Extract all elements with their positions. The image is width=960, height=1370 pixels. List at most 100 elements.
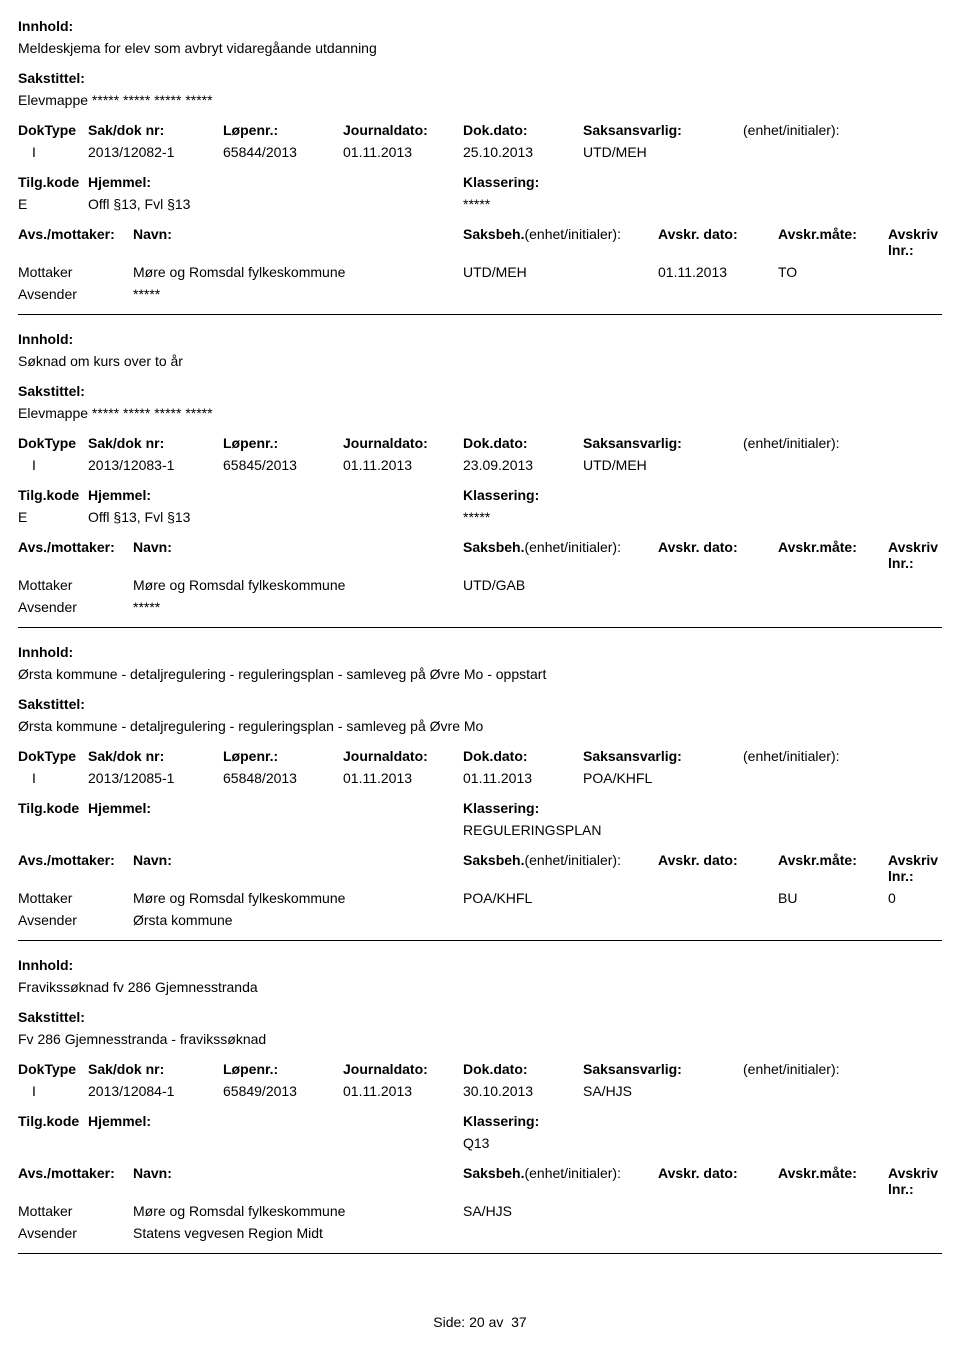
avskriv-lnr-label: Avskriv lnr.: bbox=[888, 539, 928, 571]
avskr-dato-label: Avskr. dato: bbox=[658, 226, 778, 258]
sakdok-value: 2013/12084-1 bbox=[88, 1083, 223, 1099]
klassering-label: Klassering: bbox=[463, 800, 763, 816]
lopenr-label: Løpenr.: bbox=[223, 748, 343, 764]
lopenr-value: 65844/2013 bbox=[223, 144, 343, 160]
klassering-label: Klassering: bbox=[463, 174, 763, 190]
dokdato-label: Dok.dato: bbox=[463, 122, 583, 138]
avskr-mate-label: Avskr.måte: bbox=[778, 852, 888, 884]
party-avskr-mate bbox=[778, 577, 888, 593]
party-row: MottakerMøre og Romsdal fylkeskommuneUTD… bbox=[18, 264, 942, 280]
saksbeh-enhet-label: (enhet/initialer): bbox=[524, 852, 621, 868]
avskriv-lnr-label: Avskriv lnr.: bbox=[888, 226, 928, 258]
hjemmel-label: Hjemmel: bbox=[88, 800, 463, 816]
saksbeh-enhet-label: (enhet/initialer): bbox=[524, 226, 621, 242]
saksbeh-label-text: Saksbeh. bbox=[463, 539, 524, 555]
sakstittel-label: Sakstittel: bbox=[18, 383, 942, 399]
record-separator bbox=[18, 1253, 942, 1254]
saksansvarlig-value: UTD/MEH bbox=[583, 144, 743, 160]
hjemmel-value bbox=[88, 1135, 463, 1151]
party-navn: Møre og Romsdal fylkeskommune bbox=[133, 577, 463, 593]
innhold-value: Ørsta kommune - detaljregulering - regul… bbox=[18, 666, 942, 682]
innhold-value: Fravikssøknad fv 286 Gjemnesstranda bbox=[18, 979, 942, 995]
hjemmel-label: Hjemmel: bbox=[88, 1113, 463, 1129]
page-footer: Side: 20 av 37 bbox=[18, 1314, 942, 1330]
party-avskriv-lnr: 0 bbox=[888, 890, 928, 906]
class-header-row: Tilg.kodeHjemmel:Klassering: bbox=[18, 487, 942, 503]
party-avskriv-lnr bbox=[888, 577, 928, 593]
class-value-row: Q13 bbox=[18, 1135, 942, 1151]
innhold-value: Søknad om kurs over to år bbox=[18, 353, 942, 369]
party-navn: Møre og Romsdal fylkeskommune bbox=[133, 1203, 463, 1219]
hjemmel-value: Offl §13, Fvl §13 bbox=[88, 196, 463, 212]
meta-header-row: DokTypeSak/dok nr:Løpenr.:Journaldato:Do… bbox=[18, 435, 942, 451]
klassering-label: Klassering: bbox=[463, 487, 763, 503]
party-row: Avsender***** bbox=[18, 599, 942, 615]
party-role: Avsender bbox=[18, 1225, 133, 1241]
meta-value-row: I2013/12084-165849/201301.11.201330.10.2… bbox=[18, 1083, 942, 1099]
dokdato-value: 23.09.2013 bbox=[463, 457, 583, 473]
sakdok-value: 2013/12082-1 bbox=[88, 144, 223, 160]
doktype-value: I bbox=[18, 457, 88, 473]
party-saksbeh: POA/KHFL bbox=[463, 890, 658, 906]
avskr-mate-label: Avskr.måte: bbox=[778, 1165, 888, 1197]
navn-label: Navn: bbox=[133, 852, 463, 884]
tilgkode-label: Tilg.kode bbox=[18, 487, 88, 503]
sakstittel-label: Sakstittel: bbox=[18, 1009, 942, 1025]
doktype-value: I bbox=[18, 770, 88, 786]
party-avskr-mate: TO bbox=[778, 264, 888, 280]
party-saksbeh: SA/HJS bbox=[463, 1203, 658, 1219]
hjemmel-value: Offl §13, Fvl §13 bbox=[88, 509, 463, 525]
record-separator bbox=[18, 940, 942, 941]
party-row: AvsenderØrsta kommune bbox=[18, 912, 942, 928]
journaldato-label: Journaldato: bbox=[343, 1061, 463, 1077]
class-header-row: Tilg.kodeHjemmel:Klassering: bbox=[18, 174, 942, 190]
avskr-dato-label: Avskr. dato: bbox=[658, 539, 778, 571]
avsmottaker-label: Avs./mottaker: bbox=[18, 226, 133, 258]
meta-value-row: I2013/12083-165845/201301.11.201323.09.2… bbox=[18, 457, 942, 473]
party-role: Avsender bbox=[18, 912, 133, 928]
party-navn: Statens vegvesen Region Midt bbox=[133, 1225, 463, 1241]
sakstittel-label: Sakstittel: bbox=[18, 70, 942, 86]
dokdato-value: 30.10.2013 bbox=[463, 1083, 583, 1099]
party-avskriv-lnr bbox=[888, 286, 928, 302]
party-avskr-mate bbox=[778, 1203, 888, 1219]
journaldato-label: Journaldato: bbox=[343, 435, 463, 451]
party-header-row: Avs./mottaker:Navn:Saksbeh.(enhet/initia… bbox=[18, 226, 942, 258]
journaldato-value: 01.11.2013 bbox=[343, 770, 463, 786]
party-role: Mottaker bbox=[18, 890, 133, 906]
party-avskr-mate bbox=[778, 286, 888, 302]
party-avskriv-lnr bbox=[888, 1203, 928, 1219]
party-role: Mottaker bbox=[18, 264, 133, 280]
meta-value-row: I2013/12085-165848/201301.11.201301.11.2… bbox=[18, 770, 942, 786]
doktype-value: I bbox=[18, 1083, 88, 1099]
party-role: Mottaker bbox=[18, 577, 133, 593]
party-row: MottakerMøre og Romsdal fylkeskommunePOA… bbox=[18, 890, 942, 906]
klassering-value: ***** bbox=[463, 509, 763, 525]
party-avskr-dato bbox=[658, 577, 778, 593]
dokdato-value: 25.10.2013 bbox=[463, 144, 583, 160]
lopenr-value: 65849/2013 bbox=[223, 1083, 343, 1099]
sakdok-label: Sak/dok nr: bbox=[88, 435, 223, 451]
tilgkode-value bbox=[18, 822, 88, 838]
saksbeh-label: Saksbeh.(enhet/initialer): bbox=[463, 852, 658, 884]
doktype-label: DokType bbox=[18, 1061, 88, 1077]
party-avskr-dato bbox=[658, 599, 778, 615]
party-avskr-mate bbox=[778, 599, 888, 615]
footer-side-label: Side: bbox=[433, 1314, 465, 1330]
footer-page: 20 bbox=[469, 1314, 485, 1330]
dokdato-label: Dok.dato: bbox=[463, 1061, 583, 1077]
saksbeh-label: Saksbeh.(enhet/initialer): bbox=[463, 1165, 658, 1197]
party-header-row: Avs./mottaker:Navn:Saksbeh.(enhet/initia… bbox=[18, 1165, 942, 1197]
record-separator bbox=[18, 314, 942, 315]
party-navn: Ørsta kommune bbox=[133, 912, 463, 928]
party-saksbeh bbox=[463, 1225, 658, 1241]
doktype-label: DokType bbox=[18, 748, 88, 764]
party-avskriv-lnr bbox=[888, 912, 928, 928]
saksbeh-enhet-label: (enhet/initialer): bbox=[524, 1165, 621, 1181]
avskr-mate-label: Avskr.måte: bbox=[778, 539, 888, 571]
saksansvarlig-label: Saksansvarlig: bbox=[583, 1061, 743, 1077]
enhet-label: (enhet/initialer): bbox=[743, 122, 893, 138]
meta-value-row: I2013/12082-165844/201301.11.201325.10.2… bbox=[18, 144, 942, 160]
tilgkode-label: Tilg.kode bbox=[18, 1113, 88, 1129]
party-avskr-dato bbox=[658, 912, 778, 928]
